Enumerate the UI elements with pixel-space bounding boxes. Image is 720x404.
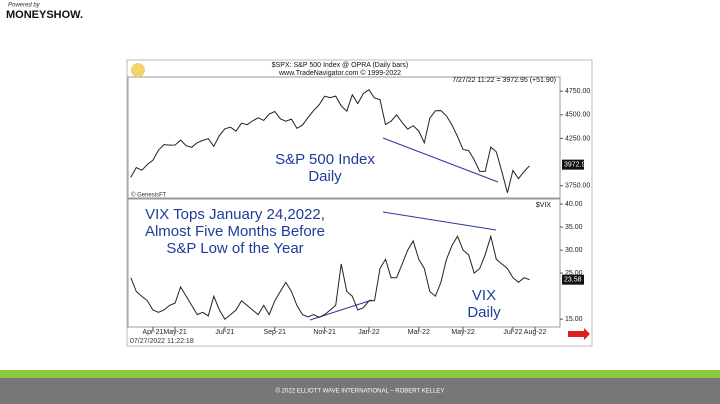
last-value-label: 3972.95 — [564, 161, 589, 168]
vix-title: $VIX — [536, 202, 552, 209]
y-tick-label: 4750.00 — [565, 88, 590, 95]
y-tick-label: 4250.00 — [565, 135, 590, 142]
logo-icon — [131, 63, 145, 77]
powered-by: Powered by — [8, 3, 41, 9]
x-tick-label: May-21 — [163, 329, 186, 336]
price-line — [130, 88, 530, 193]
annotation: VIX — [472, 287, 496, 304]
x-tick-label: Jan-22 — [358, 329, 380, 336]
y-tick-label: 25.00 — [565, 270, 583, 277]
y-tick-label: 15.00 — [565, 316, 583, 323]
y-tick-label: 3750.00 — [565, 183, 590, 190]
brand: MONEYSHOW. — [6, 9, 83, 21]
x-tick-label: Jul-22 — [503, 329, 522, 336]
x-tick-label: Aug-22 — [524, 329, 547, 336]
last-value-box — [562, 274, 584, 285]
spx-panel — [127, 76, 561, 199]
y-tick-label: 30.00 — [565, 247, 583, 254]
annotation: S&P 500 Index — [275, 151, 375, 168]
timestamp: 07/27/2022 11:22:18 — [130, 338, 194, 345]
annotation: S&P Low of the Year — [166, 240, 303, 257]
annotation: Daily — [467, 304, 501, 321]
trend-line — [382, 137, 499, 183]
x-tick-label: Apr-21 — [142, 329, 163, 336]
chart-title: $SPX: S&P 500 Index @ OPRA (Daily bars) — [272, 62, 409, 69]
annotation: VIX Tops January 24,2022, — [145, 206, 325, 223]
quote: 7/27/22 11:22 = 3972.95 (+51.90) — [452, 77, 556, 84]
annotation: Daily — [308, 168, 342, 185]
last-value-box — [562, 159, 584, 170]
x-tick-label: Nov-21 — [313, 329, 336, 336]
price-line — [130, 234, 530, 320]
footer-bar — [0, 378, 720, 404]
x-tick-label: Jul-21 — [215, 329, 234, 336]
annotation: Almost Five Months Before — [145, 223, 325, 240]
y-tick-label: 4500.00 — [565, 112, 590, 119]
y-tick-label: 35.00 — [565, 224, 583, 231]
vix-panel — [127, 198, 561, 328]
trend-line — [382, 211, 497, 231]
x-tick-label: May-22 — [451, 329, 474, 336]
scroll-arrow — [568, 328, 590, 340]
footer-band — [0, 370, 720, 378]
chart-subtitle: www.TradeNavigator.com © 1999-2022 — [278, 69, 401, 77]
source: © GenesisFT — [131, 192, 167, 199]
footer-text: © 2022 ELLIOTT WAVE INTERNATIONAL – ROBE… — [276, 388, 445, 395]
x-tick-label: Mar-22 — [408, 329, 430, 336]
x-tick-label: Sep-21 — [263, 329, 286, 336]
y-tick-label: 40.00 — [565, 201, 583, 208]
last-value-label: 23.58 — [564, 277, 582, 284]
